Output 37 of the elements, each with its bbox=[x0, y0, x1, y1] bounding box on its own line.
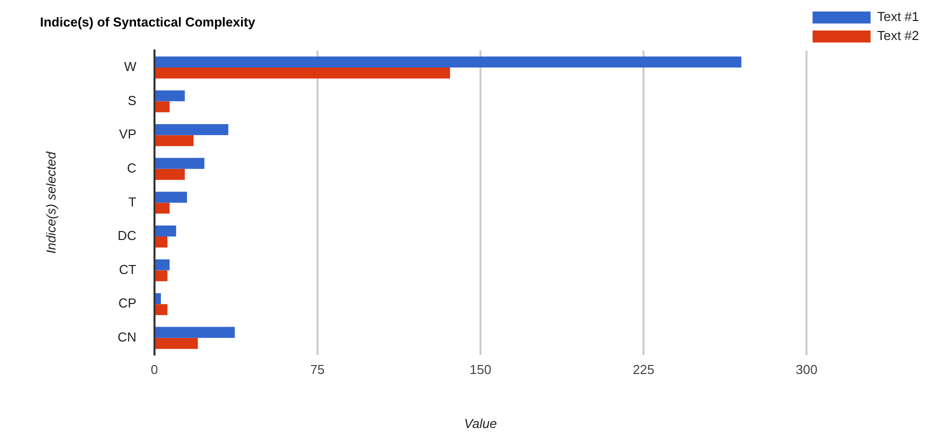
bar bbox=[155, 236, 168, 248]
y-tick-label: W bbox=[124, 59, 138, 74]
bar bbox=[155, 270, 168, 282]
x-tick-label: 225 bbox=[632, 362, 654, 378]
x-tick-label: 75 bbox=[310, 362, 325, 378]
x-tick-label: 150 bbox=[470, 362, 492, 378]
bar bbox=[155, 259, 170, 270]
bar bbox=[155, 293, 161, 304]
bar bbox=[155, 56, 742, 68]
bar bbox=[155, 158, 204, 169]
bar bbox=[155, 202, 170, 214]
bar bbox=[155, 135, 194, 146]
bar bbox=[155, 68, 450, 78]
x-tick-label: 0 bbox=[150, 362, 158, 378]
bar bbox=[155, 192, 187, 203]
chart-title: Indice(s) of Syntactical Complexity bbox=[40, 14, 256, 30]
bar bbox=[155, 338, 198, 349]
bar bbox=[155, 304, 168, 316]
y-axis-title: Indice(s) selected bbox=[43, 150, 58, 254]
y-tick-label: CP bbox=[118, 296, 136, 311]
legend-label: Text #1 bbox=[877, 9, 920, 24]
x-axis-title: Value bbox=[464, 416, 497, 431]
y-tick-label: CT bbox=[119, 262, 136, 277]
bar bbox=[155, 90, 185, 102]
y-tick-label: S bbox=[128, 92, 137, 108]
y-tick-label: VP bbox=[119, 126, 136, 142]
y-tick-label: T bbox=[128, 194, 136, 210]
y-tick-label: CN bbox=[118, 329, 136, 344]
bar bbox=[155, 168, 185, 180]
bar bbox=[155, 124, 228, 136]
y-tick-label: DC bbox=[118, 228, 136, 244]
y-tick-label: C bbox=[126, 160, 136, 176]
bar bbox=[155, 226, 176, 236]
bar bbox=[155, 101, 170, 112]
bar bbox=[155, 326, 235, 338]
x-tick-label: 300 bbox=[796, 362, 818, 378]
legend-label: Text #2 bbox=[877, 28, 920, 44]
